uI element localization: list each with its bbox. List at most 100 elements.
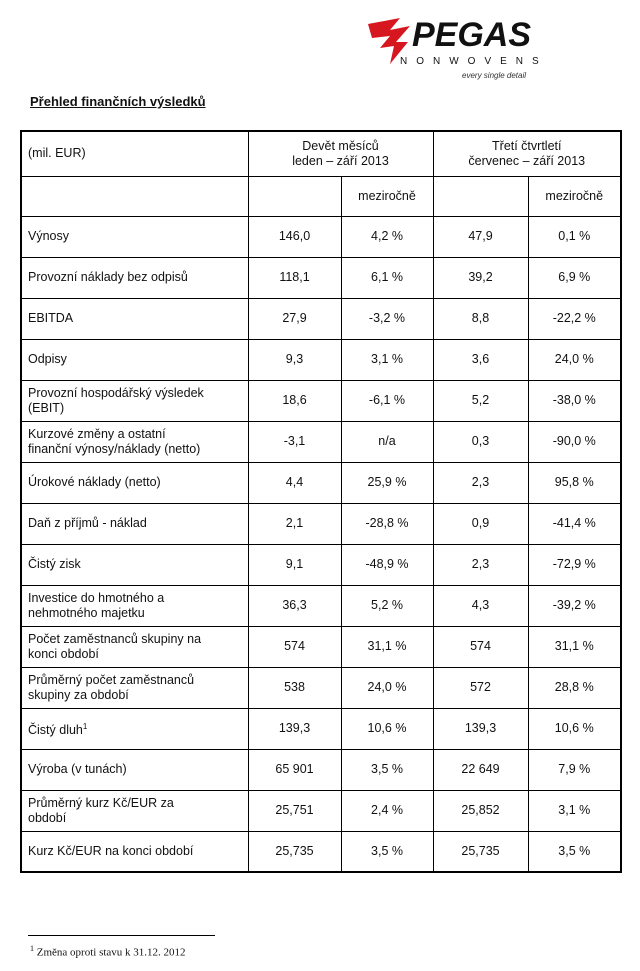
logo-name: PEGAS (412, 16, 531, 54)
value-cell: 2,3 (432, 543, 529, 586)
footnote-text: Změna oproti stavu k 31.12. 2012 (36, 946, 186, 959)
value-cell: 3,6 (432, 338, 529, 381)
value-cell: 27,9 (247, 297, 342, 340)
value-cell: 39,2 (432, 256, 529, 299)
value-cell: 3,1 % (527, 789, 622, 832)
value-cell: 4,4 (247, 461, 342, 504)
value-cell: 9,1 (247, 543, 342, 586)
value-cell: 25,852 (432, 789, 529, 832)
label-line: EBITDA (28, 311, 74, 325)
period-line: červenec – září 2013 (468, 153, 586, 168)
value-cell: -72,9 % (527, 543, 622, 586)
value-cell: -22,2 % (527, 297, 622, 340)
value-cell: 2,1 (247, 502, 342, 545)
period-line: Devět měsíců (302, 138, 379, 153)
unit-cell: (mil. EUR) (20, 130, 249, 177)
value-cell: 4,3 (432, 584, 529, 627)
value-cell: 31,1 % (527, 625, 622, 668)
value-cell: -48,9 % (340, 543, 434, 586)
value-cell: 25,735 (247, 830, 342, 873)
label-line: Provozní náklady bez odpisů (28, 270, 188, 284)
value-cell: 6,9 % (527, 256, 622, 299)
value-cell: 95,8 % (527, 461, 622, 504)
label-line: Kurzové změny a ostatní (28, 426, 166, 441)
value-cell: 0,9 (432, 502, 529, 545)
value-cell: 3,5 % (527, 830, 622, 873)
label-line: konci období (28, 646, 99, 661)
change-header: meziročně (340, 175, 434, 217)
table-body: (mil. EUR) Devět měsíců leden – září 2013… (20, 130, 622, 873)
value-cell: 7,9 % (527, 748, 622, 791)
row-label: EBITDA (20, 297, 249, 340)
row-label: Odpisy (20, 338, 249, 381)
value-cell: 574 (432, 625, 529, 668)
row-label: Investice do hmotného a nehmotného majetk… (20, 584, 249, 627)
logo-subname: NONWOVENS (400, 56, 548, 67)
value-cell: 31,1 % (340, 625, 434, 668)
label-line: Provozní hospodářský výsledek (28, 385, 204, 400)
value-cell: 0,3 (432, 420, 529, 463)
value-cell: 572 (432, 666, 529, 709)
label-line: finanční výnosy/náklady (netto) (28, 441, 201, 456)
value-cell: -38,0 % (527, 379, 622, 422)
row-label: Úrokové náklady (netto) (20, 461, 249, 504)
value-cell: -28,8 % (340, 502, 434, 545)
period-cell: Třetí čtvrtletí červenec – září 2013 (432, 130, 622, 177)
row-label: Kurz Kč/EUR na konci období (20, 830, 249, 873)
value-cell: 2,3 (432, 461, 529, 504)
data-row: Průměrný počet zaměstnanců skupiny za obd… (20, 666, 622, 709)
value-cell: 6,1 % (340, 256, 434, 299)
footnote-mark: 1 (30, 944, 34, 953)
row-label: Průměrný kurz Kč/EUR za období (20, 789, 249, 832)
row-label: Provozní náklady bez odpisů (20, 256, 249, 299)
value-cell: 18,6 (247, 379, 342, 422)
value-cell: 10,6 % (527, 707, 622, 750)
empty-cell (432, 175, 529, 217)
header-row: (mil. EUR) Devět měsíců leden – září 2013… (20, 130, 622, 177)
row-label: Průměrný počet zaměstnanců skupiny za obd… (20, 666, 249, 709)
row-label: Počet zaměstnanců skupiny na konci období (20, 625, 249, 668)
data-row: Úrokové náklady (netto) 4,4 25,9 % 2,3 95,8 … (20, 461, 622, 504)
value-cell: 3,5 % (340, 748, 434, 791)
value-cell: 5,2 % (340, 584, 434, 627)
value-cell: 9,3 (247, 338, 342, 381)
data-row: Provozní hospodářský výsledek (EBIT) 18,6 -… (20, 379, 622, 422)
logo: PEGAS NONWOVENS every single detail (368, 16, 548, 80)
footnote: 1 Změna oproti stavu k 31.12. 2012 (30, 944, 186, 959)
value-cell: 139,3 (432, 707, 529, 750)
row-label: Daň z příjmů - náklad (20, 502, 249, 545)
footnote-ref: 1 (82, 721, 88, 731)
empty-cell (247, 175, 342, 217)
value-cell: -3,2 % (340, 297, 434, 340)
data-row: Investice do hmotného a nehmotného majetk… (20, 584, 622, 627)
change-header: meziročně (527, 175, 622, 217)
data-row: Provozní náklady bez odpisů 118,1 6,1 % 39,… (20, 256, 622, 299)
value-cell: 3,5 % (340, 830, 434, 873)
value-cell: 24,0 % (340, 666, 434, 709)
logo-icon (368, 18, 410, 64)
value-cell: 139,3 (247, 707, 342, 750)
value-cell: 25,751 (247, 789, 342, 832)
data-row: Výnosy 146,0 4,2 % 47,9 0,1 % (20, 215, 622, 258)
footnote-rule (28, 935, 215, 936)
label-line: Odpisy (28, 352, 67, 366)
data-row: Výroba (v tunách) 65 901 3,5 % 22 649 7,9 % (20, 748, 622, 791)
row-label: Čistý zisk (20, 543, 249, 586)
label-line: skupiny za období (28, 687, 129, 702)
row-label: Výnosy (20, 215, 249, 258)
label-line: Průměrný počet zaměstnanců (28, 672, 195, 687)
label-line: Výnosy (28, 229, 69, 243)
label-line: Výroba (v tunách) (28, 762, 127, 776)
value-cell: 5,2 (432, 379, 529, 422)
value-cell: 28,8 % (527, 666, 622, 709)
label-line: Čistý zisk (28, 557, 81, 571)
value-cell: 25,735 (432, 830, 529, 873)
value-cell: 538 (247, 666, 342, 709)
data-row: Daň z příjmů - náklad 2,1 -28,8 % 0,9 -41,4 … (20, 502, 622, 545)
value-cell: 47,9 (432, 215, 529, 258)
row-label: Provozní hospodářský výsledek (EBIT) (20, 379, 249, 422)
data-row: Čistý dluh1 139,3 10,6 % 139,3 10,6 % (20, 707, 622, 750)
label-line: Počet zaměstnanců skupiny na (28, 631, 202, 646)
